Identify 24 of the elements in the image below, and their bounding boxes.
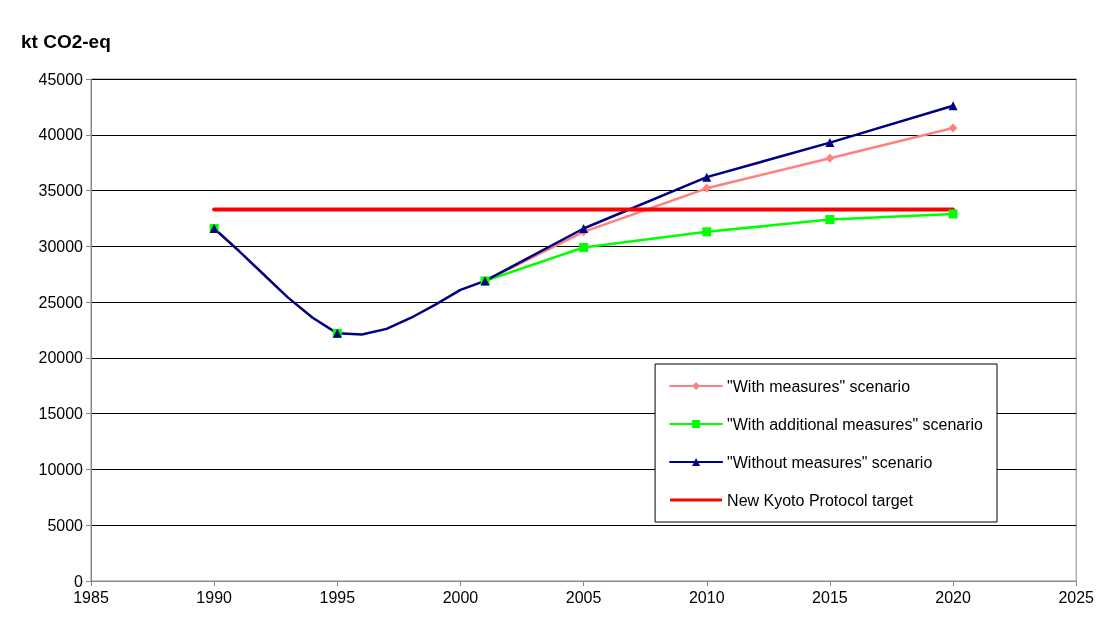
y-tick-label: 35000 — [38, 182, 84, 200]
x-tick-label: 2005 — [565, 588, 602, 606]
y-tick-label: 10000 — [38, 460, 84, 478]
y-tick-label: 15000 — [38, 405, 84, 423]
x-tick-label: 2020 — [935, 588, 971, 606]
y-axis-title: kt CO2-eq — [21, 31, 111, 52]
x-tick-label: 2010 — [688, 588, 725, 606]
x-tick-label: 2015 — [812, 588, 848, 606]
y-tick-label: 0 — [74, 572, 84, 590]
x-tick-label: 1995 — [319, 588, 356, 606]
x-tick-label: 2025 — [1058, 588, 1095, 606]
y-tick-label: 30000 — [38, 237, 84, 255]
legend-label: "Without measures" scenario — [727, 453, 933, 471]
y-tick-label: 40000 — [38, 126, 84, 144]
y-tick-label: 20000 — [38, 349, 84, 367]
y-tick-label: 25000 — [38, 293, 84, 311]
x-tick-label: 2000 — [442, 588, 479, 606]
y-tick-label: 45000 — [38, 70, 84, 88]
legend-label: "With additional measures" scenario — [727, 415, 984, 433]
legend-label: "With measures" scenario — [727, 377, 911, 395]
y-tick-label: 5000 — [47, 516, 84, 534]
legend-label: New Kyoto Protocol target — [727, 491, 914, 509]
x-tick-label: 1990 — [196, 588, 233, 606]
x-tick-label: 1985 — [73, 588, 109, 606]
